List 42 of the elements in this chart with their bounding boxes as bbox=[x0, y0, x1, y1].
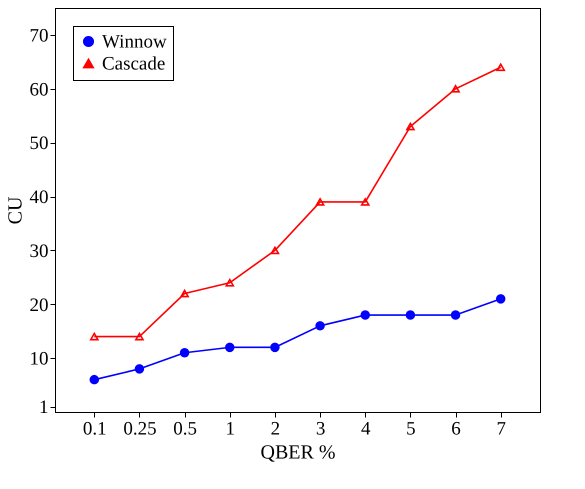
x-tick-label: 5 bbox=[406, 418, 416, 440]
x-tick-label: 3 bbox=[316, 418, 326, 440]
x-tick-label: 2 bbox=[270, 418, 280, 440]
x-tick-label: 7 bbox=[496, 418, 506, 440]
point bbox=[270, 246, 280, 254]
x-tick-label: 0.25 bbox=[123, 418, 157, 440]
x-tick-label: 0.1 bbox=[82, 418, 107, 440]
point bbox=[225, 278, 234, 287]
y-tick-label: 50 bbox=[30, 133, 48, 154]
point bbox=[135, 332, 144, 340]
point bbox=[360, 310, 370, 320]
point bbox=[90, 332, 99, 340]
y-tick-label: 70 bbox=[30, 25, 48, 46]
x-tick-label: 1 bbox=[226, 418, 236, 440]
point bbox=[450, 310, 460, 320]
point bbox=[406, 310, 416, 320]
y-axis-title: CU bbox=[4, 196, 26, 224]
x-tick-label: 0.5 bbox=[173, 418, 197, 440]
x-axis-title: QBER % bbox=[260, 442, 336, 464]
point bbox=[180, 290, 189, 298]
point bbox=[134, 364, 144, 374]
y-tick-label: 10 bbox=[30, 348, 48, 370]
y-tick-label: 40 bbox=[30, 187, 48, 208]
point bbox=[451, 84, 460, 93]
y-tick-label: 20 bbox=[30, 294, 48, 316]
point bbox=[316, 198, 324, 206]
point bbox=[270, 342, 280, 352]
y-tick-label: 30 bbox=[30, 240, 48, 262]
point bbox=[496, 294, 506, 304]
point bbox=[406, 122, 415, 130]
point bbox=[180, 348, 190, 358]
legend-label: Cascade bbox=[102, 54, 166, 74]
point bbox=[225, 342, 235, 352]
legend-label: Winnow bbox=[102, 32, 167, 52]
y-tick-label: 60 bbox=[30, 79, 48, 100]
x-tick-label: 6 bbox=[451, 418, 461, 440]
point bbox=[90, 374, 100, 384]
y-tick-label: 1 bbox=[39, 397, 48, 418]
x-tick-label: 4 bbox=[360, 418, 371, 440]
point bbox=[315, 321, 325, 331]
point bbox=[496, 63, 506, 72]
point bbox=[360, 198, 370, 206]
